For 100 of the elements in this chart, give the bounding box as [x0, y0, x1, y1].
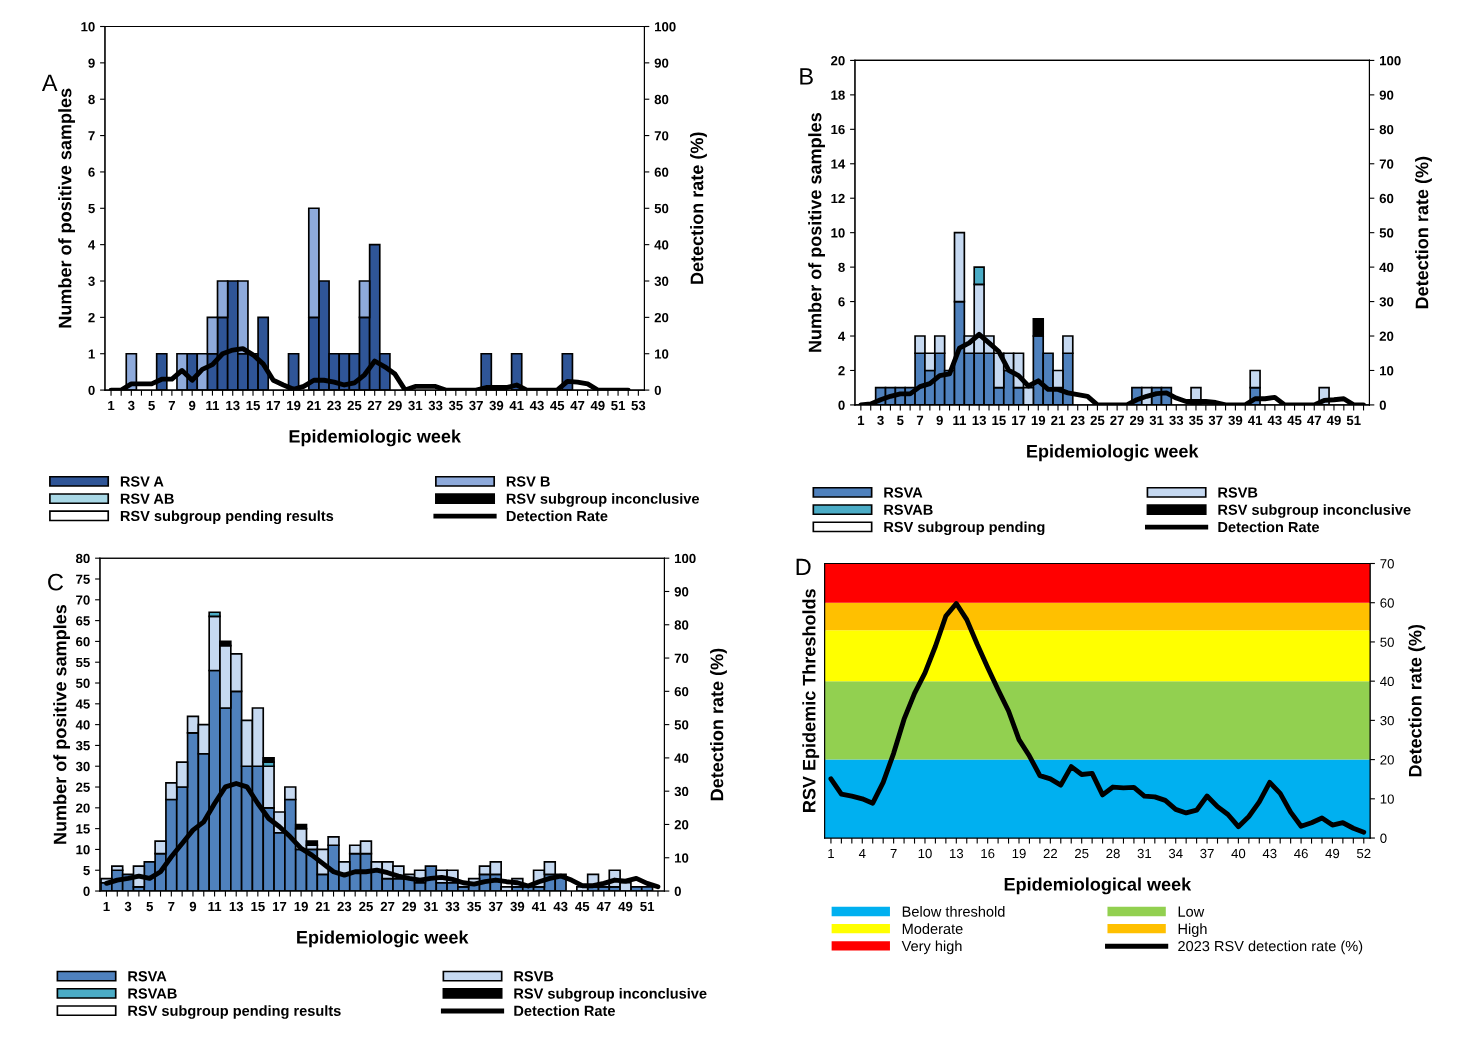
- y-tick-label: 75: [76, 574, 90, 584]
- y2-tick-label: 50: [674, 720, 689, 730]
- x-tick-label: 19: [294, 901, 308, 912]
- y2-tick-label: 90: [674, 587, 689, 597]
- y-tick-label: 4: [838, 331, 846, 341]
- y2-tick-label: 30: [1380, 715, 1394, 726]
- x-tick-label: 31: [408, 400, 423, 411]
- y-tick-label: 8: [88, 94, 95, 105]
- y-tick-label: 6: [838, 297, 845, 307]
- legend-label: RSV A: [120, 476, 164, 487]
- y-tick-label: 35: [75, 740, 90, 751]
- x-tick-label: 19: [1031, 415, 1046, 426]
- x-tick-label: 11: [208, 901, 222, 912]
- y-tick-label: 10: [81, 22, 95, 32]
- legend-label: RSVAB: [884, 504, 933, 515]
- y-tick-label: 5: [88, 203, 95, 214]
- legend-label: Low: [1178, 906, 1205, 917]
- y-tick-label: 70: [76, 595, 90, 605]
- legend-label: RSVB: [1218, 487, 1258, 498]
- x-tick-label: 31: [1137, 848, 1152, 859]
- x-tick-label: 35: [1188, 415, 1203, 426]
- y2-tick-label: 70: [674, 653, 689, 663]
- x-tick-label: 29: [402, 901, 417, 912]
- y2-tick-label: 70: [1380, 559, 1394, 569]
- x-tick-label: 49: [1326, 415, 1341, 426]
- y2-tick-label: 60: [674, 686, 689, 697]
- x-tick-label: 37: [469, 400, 483, 411]
- y2-axis-title: Detection rate (%): [710, 648, 727, 801]
- x-tick-label: 7: [168, 901, 175, 912]
- x-tick-label: 43: [1262, 848, 1277, 859]
- x-tick-label: 49: [590, 400, 605, 411]
- y2-axis-title: Detection rate (%): [1415, 156, 1432, 309]
- x-tick-label: 15: [246, 400, 260, 411]
- legend-label: 2023 RSV detection rate (%): [1178, 940, 1363, 955]
- legend-label: RSV B: [506, 476, 550, 487]
- y2-tick-label: 60: [1380, 598, 1394, 608]
- x-axis-title: Epidemiologic week: [289, 429, 462, 447]
- x-tick-label: 47: [596, 901, 611, 912]
- legend-label: RSV subgroup pending results: [128, 1005, 341, 1019]
- x-tick-label: 5: [146, 901, 154, 912]
- y2-tick-label: 10: [1380, 366, 1394, 376]
- y-tick-label: 0: [88, 385, 95, 395]
- x-tick-label: 23: [1070, 415, 1085, 426]
- legend-label: RSVA: [884, 487, 923, 498]
- x-tick-label: 25: [1075, 848, 1089, 859]
- y2-tick-label: 10: [1380, 794, 1394, 804]
- x-tick-label: 7: [890, 848, 897, 859]
- x-tick-label: 35: [448, 400, 463, 411]
- y-tick-label: 25: [76, 782, 90, 792]
- x-tick-label: 33: [428, 400, 443, 411]
- x-tick-label: 41: [531, 901, 546, 912]
- y-tick-label: 10: [831, 228, 845, 238]
- y2-tick-label: 60: [654, 167, 669, 177]
- x-tick-label: 43: [1267, 415, 1282, 426]
- text: C: [48, 573, 64, 591]
- legend-label: RSVB: [514, 971, 554, 982]
- x-tick-label: 39: [1228, 415, 1243, 426]
- x-tick-label: 13: [972, 415, 986, 426]
- x-tick-label: 47: [570, 400, 585, 411]
- x-tick-label: 45: [1287, 415, 1302, 426]
- y-tick-label: 4: [88, 240, 96, 250]
- y2-tick-label: 0: [1380, 833, 1387, 843]
- x-tick-label: 46: [1294, 848, 1308, 859]
- x-tick-label: 22: [1043, 848, 1058, 859]
- x-tick-label: 25: [347, 400, 362, 411]
- x-tick-label: 37: [488, 901, 503, 912]
- y-tick-label: 80: [75, 553, 90, 564]
- y2-tick-label: 50: [654, 203, 669, 214]
- x-tick-label: 27: [1110, 415, 1124, 425]
- y2-tick-label: 60: [1379, 193, 1394, 204]
- x-tick-label: 53: [631, 400, 646, 411]
- y-tick-label: 45: [75, 699, 90, 709]
- x-tick-label: 15: [251, 901, 265, 912]
- y-tick-label: 30: [75, 761, 90, 772]
- x-tick-label: 41: [509, 400, 524, 411]
- y-tick-label: 12: [831, 193, 845, 203]
- x-tick-label: 7: [916, 415, 924, 425]
- y2-tick-label: 20: [1379, 331, 1394, 341]
- y-tick-label: 14: [831, 159, 846, 169]
- y-tick-label: 0: [83, 886, 90, 896]
- legend-label: Detection Rate: [514, 1005, 615, 1016]
- x-tick-label: 3: [127, 400, 135, 411]
- y2-tick-label: 0: [654, 385, 661, 395]
- x-axis-title: Epidemiologic week: [297, 930, 469, 948]
- y2-tick-label: 40: [654, 240, 669, 250]
- x-tick-label: 11: [206, 400, 220, 411]
- x-tick-label: 23: [327, 400, 341, 411]
- legend-label: Moderate: [902, 923, 963, 935]
- x-tick-label: 31: [1149, 415, 1164, 426]
- y2-tick-label: 100: [1380, 55, 1401, 66]
- x-tick-label: 10: [918, 848, 932, 859]
- legend-label: Detection Rate: [1218, 521, 1320, 533]
- x-tick-label: 45: [550, 400, 565, 411]
- x-tick-label: 11: [953, 415, 967, 425]
- y2-tick-label: 70: [1379, 159, 1394, 169]
- x-tick-label: 51: [611, 400, 626, 411]
- x-tick-label: 17: [1012, 415, 1026, 425]
- legend-label: Detection Rate: [506, 510, 608, 522]
- y2-tick-label: 20: [674, 820, 689, 830]
- legend-label: RSV subgroup pending results: [120, 510, 334, 525]
